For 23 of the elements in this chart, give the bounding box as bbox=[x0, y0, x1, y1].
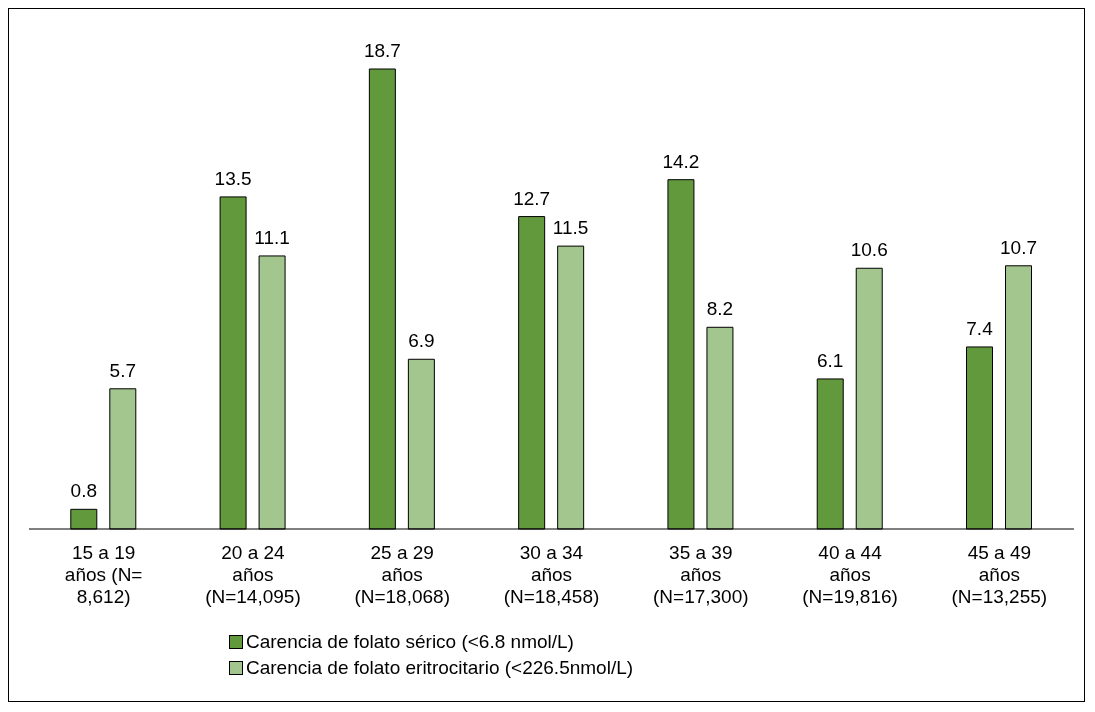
x-tick-label: 45 a 49 años (N=13,255) bbox=[951, 542, 1048, 607]
legend-label: Carencia de folato sérico (<6.8 nmol/L) bbox=[246, 631, 574, 653]
legend-label: Carencia de folato eritrocitario (<226.5nmol/L) bbox=[246, 657, 634, 679]
data-label: 6.1 bbox=[817, 349, 844, 371]
x-tick-label: 35 a 39 años (N=17,300) bbox=[652, 542, 749, 607]
data-label: 8.2 bbox=[706, 298, 734, 320]
data-label: 18.7 bbox=[363, 40, 401, 61]
data-label: 5.7 bbox=[109, 359, 137, 381]
x-tick-label: 25 a 29 años (N=18,068) bbox=[354, 542, 451, 607]
data-label: 10.7 bbox=[1000, 236, 1038, 258]
x-tick-label: 20 a 24 años (N=14,095) bbox=[205, 542, 301, 607]
data-label: 6.9 bbox=[408, 330, 435, 352]
data-label: 11.5 bbox=[552, 217, 589, 239]
data-label: 11.1 bbox=[254, 226, 290, 248]
x-tick-label: 15 a 19 años (N= 8,612) bbox=[64, 542, 143, 607]
data-label: 7.4 bbox=[966, 317, 994, 339]
data-label: 10.6 bbox=[850, 239, 888, 261]
data-label: 12.7 bbox=[513, 187, 551, 209]
data-label: 14.2 bbox=[662, 150, 700, 172]
data-label: 0.8 bbox=[70, 480, 98, 502]
x-tick-label: 30 a 34 años (N=18,458) bbox=[503, 542, 600, 607]
data-label: 13.5 bbox=[214, 167, 252, 189]
x-tick-label: 40 a 44 años (N=19,816) bbox=[802, 542, 898, 607]
